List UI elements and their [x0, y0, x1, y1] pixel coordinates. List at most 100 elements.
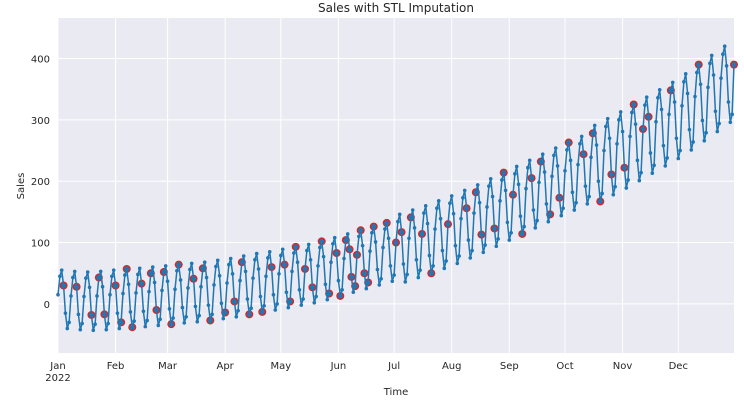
data-point	[713, 109, 718, 114]
data-point	[668, 87, 674, 93]
data-point	[672, 100, 677, 104]
data-point	[112, 282, 119, 289]
data-point	[365, 279, 371, 286]
data-point	[659, 107, 664, 112]
data-point	[71, 275, 75, 280]
data-point	[559, 213, 564, 218]
data-point	[645, 114, 652, 120]
x-tick-label: Jan	[49, 361, 65, 372]
data-point	[628, 134, 632, 139]
data-point	[306, 242, 311, 247]
data-point	[106, 321, 110, 326]
data-point	[377, 283, 382, 287]
data-point	[596, 179, 601, 184]
data-point	[728, 120, 733, 125]
data-point	[331, 241, 335, 246]
data-point	[457, 254, 461, 258]
data-point	[238, 278, 242, 283]
data-point	[461, 195, 465, 200]
data-point	[168, 321, 174, 327]
data-point	[212, 283, 216, 287]
data-point	[620, 129, 625, 134]
data-point	[635, 158, 640, 163]
data-point	[680, 103, 684, 108]
data-point	[706, 85, 710, 90]
data-point	[390, 279, 395, 284]
data-point	[78, 327, 83, 332]
data-point	[438, 216, 443, 221]
data-point	[58, 274, 62, 279]
x-tick-label: Dec	[669, 361, 688, 372]
data-point	[137, 266, 142, 271]
data-point	[163, 264, 168, 268]
data-point	[542, 170, 547, 174]
data-point	[715, 129, 720, 134]
data-point	[262, 303, 266, 308]
data-point	[175, 268, 179, 273]
data-point	[670, 80, 675, 85]
data-point	[189, 261, 194, 266]
data-point	[167, 307, 172, 311]
data-point	[491, 225, 498, 232]
data-point	[101, 311, 108, 317]
data-point	[730, 112, 734, 117]
data-point	[182, 321, 187, 325]
data-point	[351, 290, 356, 295]
data-point	[618, 110, 623, 114]
data-point	[143, 324, 148, 329]
x-tick-sublabel: 2022	[45, 373, 70, 384]
data-point	[550, 174, 554, 179]
data-point	[663, 164, 668, 168]
data-point	[407, 236, 411, 241]
data-point	[568, 158, 573, 163]
data-point	[607, 136, 612, 141]
data-point	[500, 178, 504, 182]
data-point	[590, 130, 596, 136]
data-point	[381, 245, 385, 250]
data-point	[383, 227, 387, 231]
data-point	[661, 143, 666, 148]
data-point	[251, 276, 255, 280]
data-point	[585, 202, 590, 206]
data-point	[129, 324, 135, 330]
series-sales	[56, 44, 738, 333]
data-point	[256, 267, 261, 271]
data-point	[316, 264, 320, 268]
data-point	[161, 269, 167, 275]
data-point	[59, 268, 64, 272]
data-point	[72, 269, 77, 274]
data-point	[388, 264, 393, 268]
data-point	[319, 238, 325, 244]
data-point	[231, 298, 238, 305]
data-point	[674, 136, 679, 141]
data-point	[631, 101, 637, 108]
data-point	[516, 182, 521, 187]
data-point	[600, 191, 604, 196]
data-point	[397, 212, 402, 217]
data-point	[503, 188, 508, 193]
data-point	[295, 260, 300, 264]
data-point	[87, 285, 92, 290]
data-point	[379, 276, 383, 281]
data-point	[693, 94, 697, 99]
data-point	[308, 257, 313, 262]
data-point	[392, 273, 396, 277]
data-point	[711, 73, 716, 77]
data-point	[204, 275, 209, 280]
data-point	[217, 273, 222, 278]
data-point	[124, 266, 130, 272]
data-point	[444, 259, 448, 263]
data-point	[171, 316, 175, 320]
y-axis-label: Sales	[16, 173, 27, 200]
data-point	[156, 323, 161, 328]
data-point	[65, 326, 70, 331]
data-point	[519, 231, 525, 237]
data-point	[173, 287, 177, 291]
data-point	[98, 269, 103, 274]
data-point	[312, 300, 317, 305]
data-point	[318, 245, 322, 250]
data-point	[384, 220, 390, 226]
data-point	[225, 281, 229, 285]
data-point	[459, 216, 463, 221]
data-point	[337, 293, 343, 299]
